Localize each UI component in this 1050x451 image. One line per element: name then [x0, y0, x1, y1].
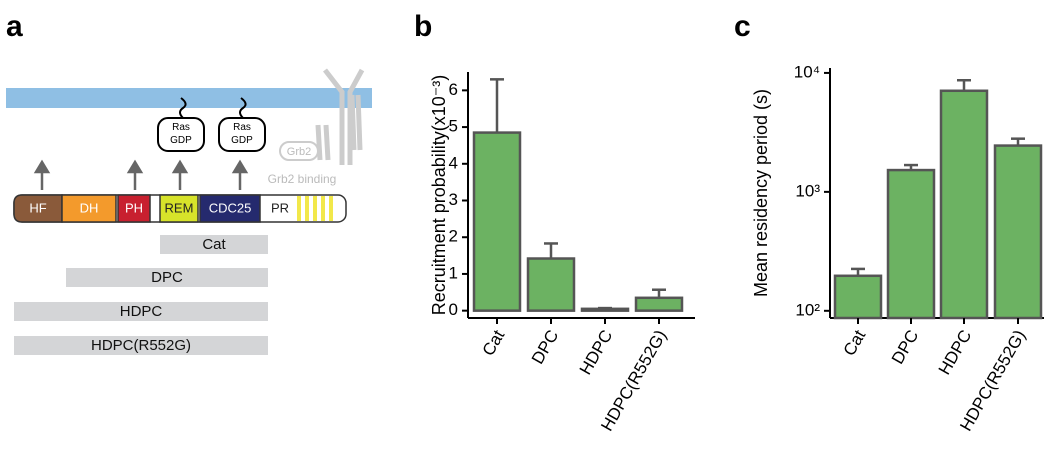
panel-label: c [734, 10, 751, 43]
ras-label: Ras GDP [231, 122, 253, 146]
domain-label: PH [125, 200, 143, 215]
grb2-box [279, 141, 319, 161]
domain-label: DH [80, 200, 99, 215]
x-tick-label: Cat [840, 327, 870, 360]
bar [580, 307, 630, 312]
panel-label: a [6, 10, 23, 43]
y-tick-label: 0 [449, 300, 458, 319]
membrane [6, 88, 372, 108]
domain-bar: HF DH PH REM CDC25 PR [13, 194, 347, 223]
bar [939, 89, 989, 320]
construct-label: HDPC(R552G) [91, 337, 191, 354]
bar [833, 274, 883, 320]
y-tick-label: 10² [795, 300, 820, 319]
constructs [14, 235, 268, 355]
y-tick-label: 4 [449, 153, 458, 172]
y-tick-label: 2 [449, 227, 458, 246]
bar [993, 144, 1043, 320]
arrows [33, 159, 249, 190]
domain-label: CDC25 [209, 200, 252, 215]
construct-label: HDPC [120, 303, 163, 320]
y-axis-label: Mean residency period (s) [751, 89, 771, 297]
bar [472, 131, 522, 312]
receptor [315, 68, 365, 165]
x-tick-label: Cat [479, 327, 509, 360]
y-tick-label: 10⁴ [794, 62, 820, 81]
y-tick-label: 1 [449, 263, 458, 282]
y-tick-label: 3 [449, 190, 458, 209]
domain-label: PR [271, 200, 289, 215]
domain-label: HF [29, 200, 46, 215]
bar [886, 168, 936, 320]
grb2-label: Grb2 [287, 146, 311, 158]
x-tick-label: HDPC [935, 327, 976, 378]
y-tick-label: 5 [449, 117, 458, 136]
x-tick-label: HDPC [576, 327, 617, 378]
bar [634, 296, 684, 312]
ras-group: Ras GDP Ras GDP [157, 97, 266, 152]
x-tick-label: DPC [528, 327, 562, 368]
x-tick-label: DPC [888, 327, 922, 368]
y-tick-label: 6 [449, 80, 458, 99]
bar [526, 257, 576, 312]
grb2-binding-label: Grb2 binding [268, 172, 337, 186]
domain-label: REM [165, 200, 194, 215]
panel-label: b [414, 10, 432, 43]
y-tick-label: 10³ [795, 181, 820, 200]
ras-label: Ras GDP [170, 122, 192, 146]
construct-label: Cat [202, 236, 226, 253]
construct-label: DPC [151, 269, 183, 286]
y-axis-label: Recruitment probability(x10⁻³) [429, 75, 449, 316]
